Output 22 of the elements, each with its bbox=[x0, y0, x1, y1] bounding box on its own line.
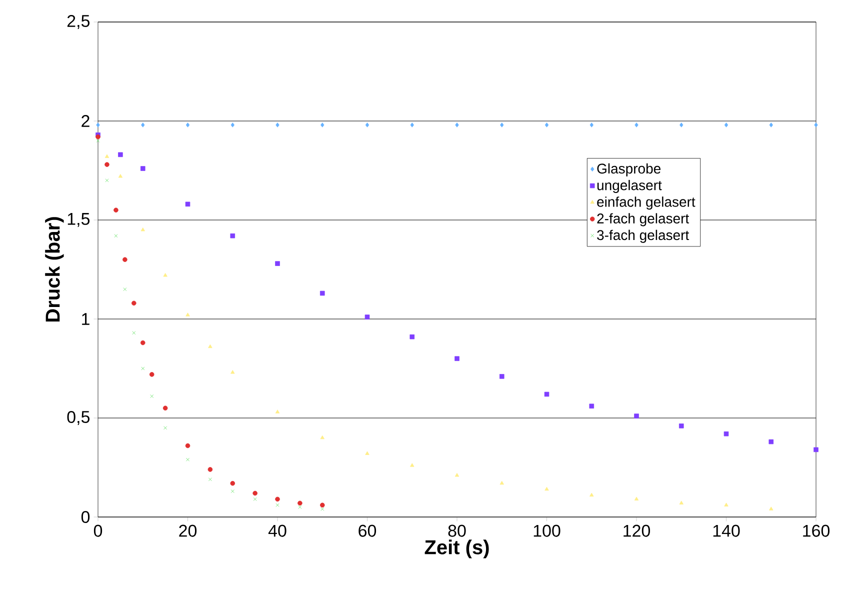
y-tick-label: 0,5 bbox=[67, 410, 90, 426]
x-tick-label: 60 bbox=[358, 524, 376, 537]
legend-label: 2-fach gelasert bbox=[597, 213, 690, 226]
x-axis-title: Zeit (s) bbox=[424, 540, 489, 558]
y-tick-label: 0 bbox=[81, 510, 90, 524]
x-tick-label: 160 bbox=[803, 524, 830, 537]
y-tick-label: 2 bbox=[82, 115, 90, 127]
x-tick-label: 100 bbox=[534, 524, 560, 537]
legend-label: ungelasert bbox=[597, 180, 662, 193]
x-tick-label: 0 bbox=[94, 524, 102, 537]
y-axis-title: Druck (bar) bbox=[45, 217, 64, 322]
x-tick-label: 40 bbox=[268, 524, 286, 537]
legend-label: einfach gelasert bbox=[597, 196, 696, 210]
x-tick-label: 80 bbox=[448, 524, 466, 537]
legend-label: Glasprobe bbox=[597, 163, 661, 176]
x-tick-label: 140 bbox=[713, 524, 740, 537]
y-tick-label: 2,5 bbox=[67, 14, 90, 30]
x-tick-label: 20 bbox=[179, 524, 197, 537]
y-tick-label: 1,5 bbox=[68, 213, 90, 227]
legend-label: 3-fach gelasert bbox=[597, 230, 690, 243]
y-tick-label: 1 bbox=[82, 313, 90, 325]
x-tick-label: 120 bbox=[624, 524, 650, 537]
